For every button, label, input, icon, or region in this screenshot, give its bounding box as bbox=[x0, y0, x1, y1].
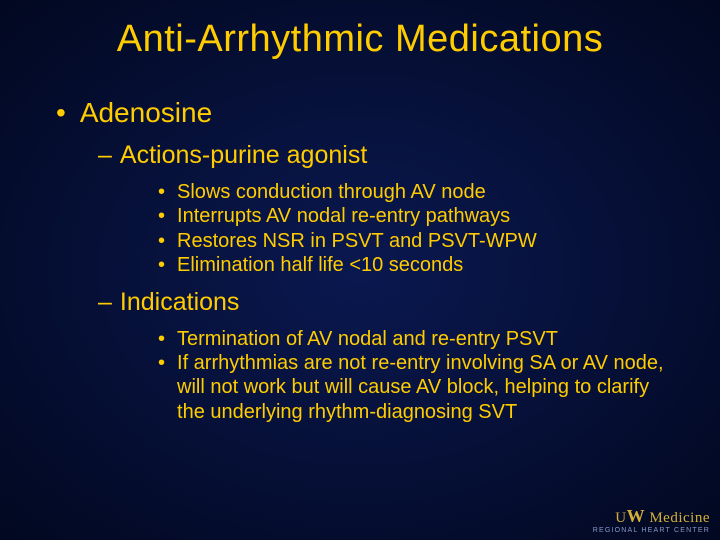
bullet-level3: • Elimination half life <10 seconds bbox=[158, 253, 670, 277]
bullet-level3: • Interrupts AV nodal re-entry pathways bbox=[158, 204, 670, 228]
dash-icon: – bbox=[98, 288, 112, 316]
dash-icon: – bbox=[98, 141, 112, 169]
bullet-dot-icon: • bbox=[158, 253, 165, 277]
level2-text: Indications bbox=[120, 288, 240, 316]
bullet-dot-icon: • bbox=[158, 204, 165, 228]
logo: UW Medicine REGIONAL HEART CENTER bbox=[593, 507, 710, 534]
bullet-level2: –Indications bbox=[98, 288, 670, 317]
bullet-level3: • Slows conduction through AV node bbox=[158, 180, 670, 204]
level3-text: Elimination half life <10 seconds bbox=[177, 253, 670, 277]
logo-u: U bbox=[615, 510, 626, 526]
bullet-dot-icon: • bbox=[158, 180, 165, 204]
level3-text: Termination of AV nodal and re-entry PSV… bbox=[177, 327, 670, 351]
bullet-level1: • Adenosine bbox=[56, 97, 670, 129]
bullet-dot-icon: • bbox=[158, 351, 165, 424]
level3-group: • Termination of AV nodal and re-entry PS… bbox=[158, 327, 670, 425]
slide-title: Anti-Arrhythmic Medications bbox=[50, 18, 670, 61]
bullet-level2: –Actions-purine agonist bbox=[98, 141, 670, 170]
logo-medicine: Medicine bbox=[645, 510, 710, 526]
level3-text: If arrhythmias are not re-entry involvin… bbox=[177, 351, 670, 424]
bullet-dot-icon: • bbox=[158, 327, 165, 351]
logo-top: UW Medicine bbox=[593, 507, 710, 526]
level3-text: Slows conduction through AV node bbox=[177, 180, 670, 204]
level3-group: • Slows conduction through AV node • Inter… bbox=[158, 180, 670, 278]
level2-text: Actions-purine agonist bbox=[120, 141, 367, 169]
logo-w: W bbox=[627, 506, 646, 526]
logo-subtitle: REGIONAL HEART CENTER bbox=[593, 527, 710, 534]
level3-text: Restores NSR in PSVT and PSVT-WPW bbox=[177, 229, 670, 253]
bullet-level3: • Restores NSR in PSVT and PSVT-WPW bbox=[158, 229, 670, 253]
level3-text: Interrupts AV nodal re-entry pathways bbox=[177, 204, 670, 228]
bullet-dot-icon: • bbox=[56, 97, 66, 128]
bullet-dot-icon: • bbox=[158, 229, 165, 253]
slide: Anti-Arrhythmic Medications • Adenosine –… bbox=[0, 0, 720, 540]
bullet-level3: • Termination of AV nodal and re-entry PS… bbox=[158, 327, 670, 351]
level1-text: Adenosine bbox=[80, 97, 212, 128]
bullet-level3: •If arrhythmias are not re-entry involvi… bbox=[158, 351, 670, 424]
